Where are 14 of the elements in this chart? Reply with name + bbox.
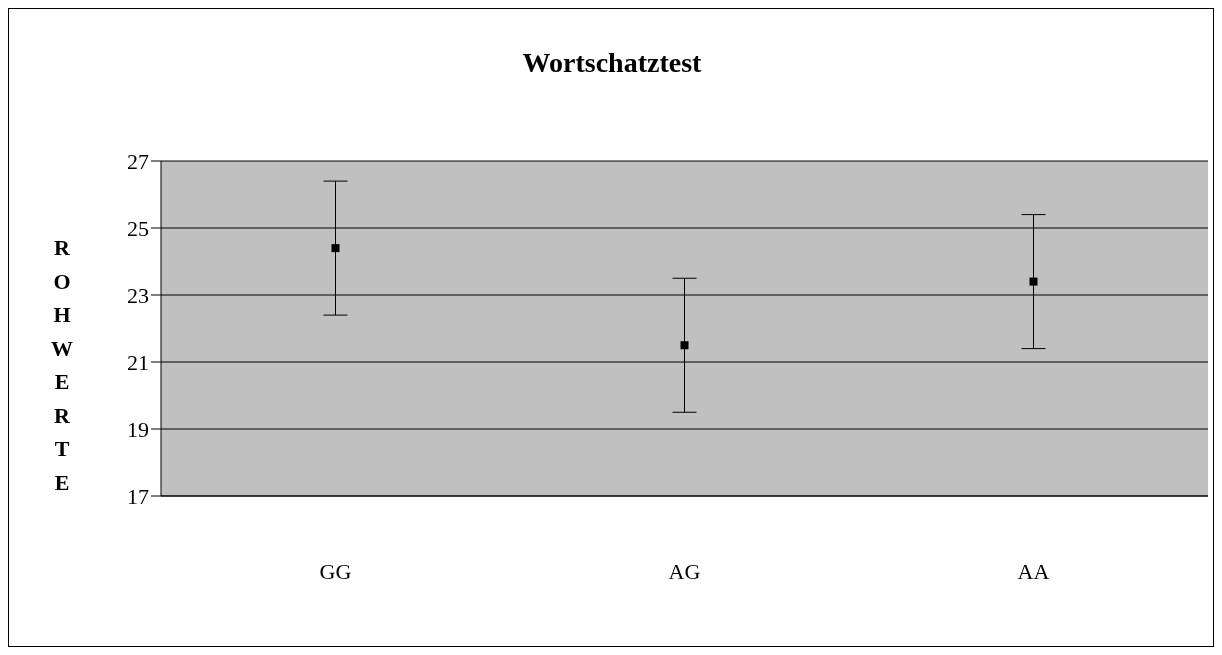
y-tick-label: 23 bbox=[127, 282, 149, 308]
y-tick-label: 21 bbox=[127, 349, 149, 375]
y-tick-label: 25 bbox=[127, 215, 149, 241]
x-tick-label: AG bbox=[668, 559, 701, 584]
x-tick-label: GG bbox=[319, 559, 352, 584]
y-tick-label: 27 bbox=[127, 148, 149, 174]
point bbox=[331, 244, 340, 253]
y-axis-title: ROHWERTE bbox=[50, 234, 74, 497]
point bbox=[1029, 277, 1038, 286]
point bbox=[680, 341, 689, 350]
y-tick-label: 17 bbox=[127, 483, 149, 509]
chart-title: Wortschatztest bbox=[521, 47, 703, 79]
x-tick-label: AA bbox=[1017, 559, 1050, 584]
y-tick-label: 19 bbox=[127, 416, 149, 442]
